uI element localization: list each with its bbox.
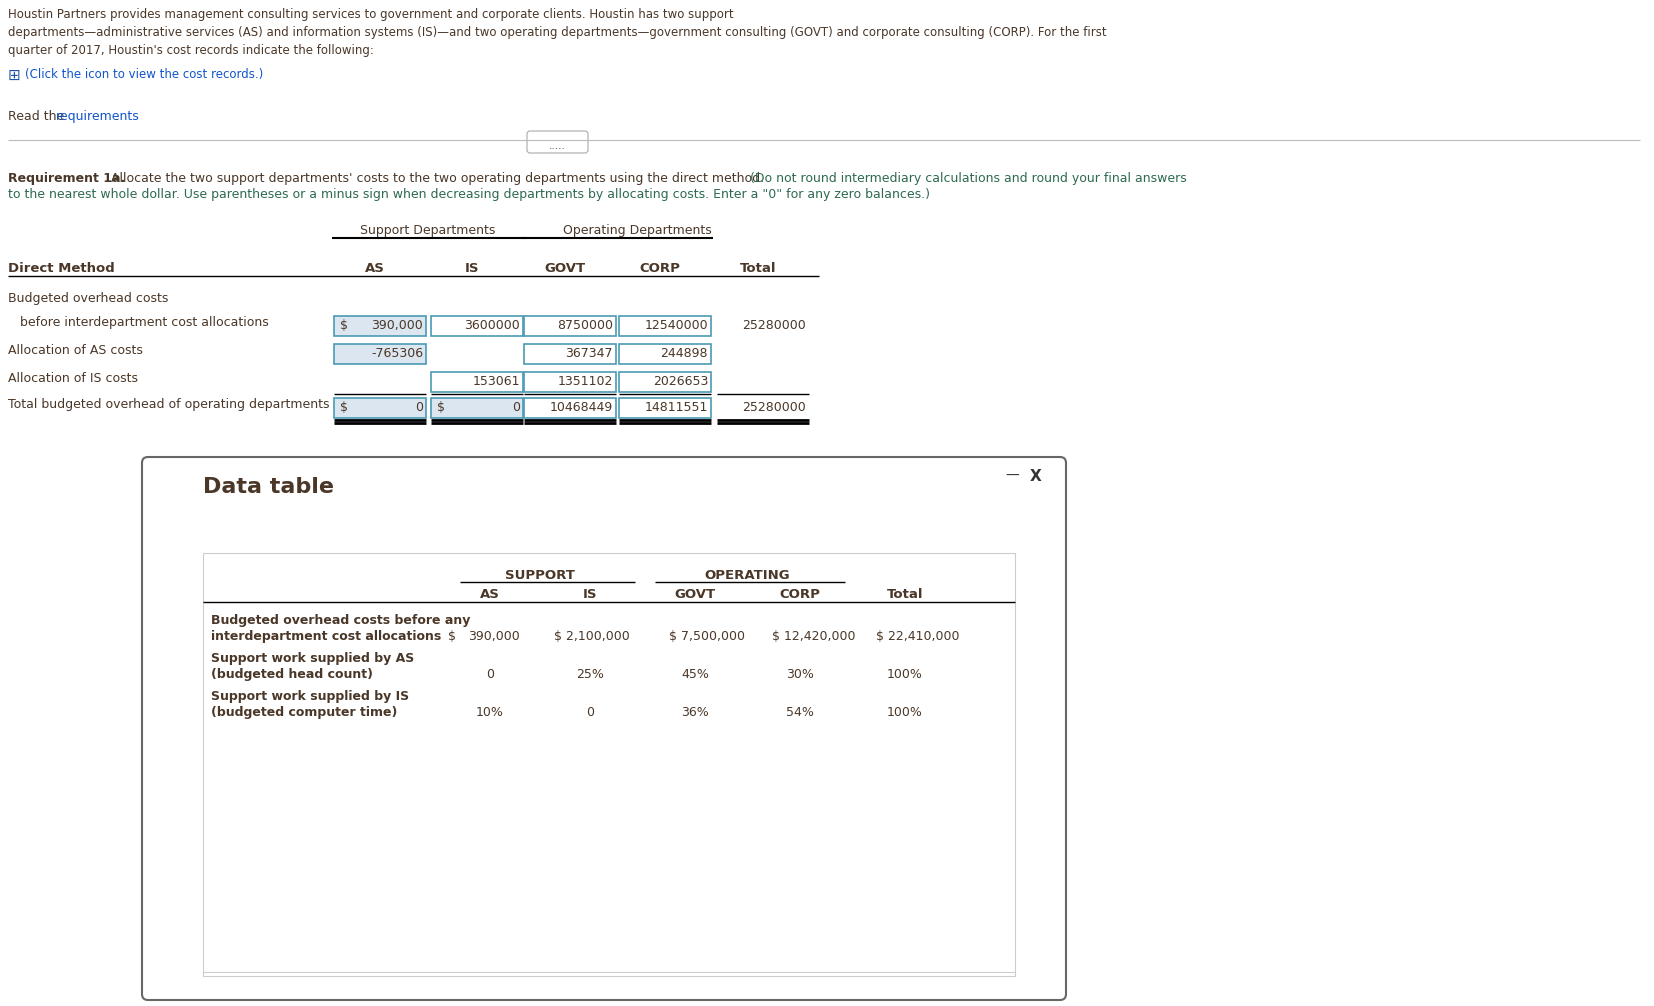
Text: —: —	[1006, 469, 1019, 483]
Text: 0: 0	[586, 706, 594, 719]
Text: Read the: Read the	[8, 110, 68, 123]
Text: 12540000: 12540000	[645, 319, 708, 332]
Text: Houstin Partners provides management consulting services to government and corpo: Houstin Partners provides management con…	[8, 8, 734, 21]
Text: 8750000: 8750000	[557, 319, 614, 332]
Text: $: $	[341, 401, 347, 414]
Text: X: X	[1030, 469, 1042, 484]
Bar	[203, 553, 1016, 976]
Text: quarter of 2017, Houstin's cost records indicate the following:: quarter of 2017, Houstin's cost records …	[8, 44, 374, 57]
Text: $: $	[437, 401, 445, 414]
Text: 36%: 36%	[681, 706, 710, 719]
Text: Operating Departments: Operating Departments	[562, 224, 711, 237]
Text: Support Departments: Support Departments	[361, 224, 496, 237]
Text: AS: AS	[480, 588, 500, 601]
Text: Allocation of AS costs: Allocation of AS costs	[8, 344, 142, 357]
Text: 100%: 100%	[887, 668, 923, 681]
Text: SUPPORT: SUPPORT	[504, 569, 576, 582]
Bar	[619, 316, 711, 336]
Text: $ 2,100,000: $ 2,100,000	[554, 630, 630, 643]
Text: Allocation of IS costs: Allocation of IS costs	[8, 372, 137, 385]
Text: 0: 0	[513, 401, 519, 414]
Text: Data table: Data table	[203, 477, 334, 497]
Text: IS: IS	[582, 588, 597, 601]
Bar	[524, 398, 615, 418]
Text: -765306: -765306	[370, 347, 423, 360]
Text: (budgeted computer time): (budgeted computer time)	[212, 706, 397, 719]
Text: $ 7,500,000: $ 7,500,000	[668, 630, 744, 643]
Text: 3600000: 3600000	[465, 319, 519, 332]
Text: GOVT: GOVT	[675, 588, 716, 601]
Text: Support work supplied by AS: Support work supplied by AS	[212, 652, 414, 665]
Bar	[334, 398, 427, 418]
Text: .....: .....	[549, 141, 566, 151]
Text: requirements: requirements	[56, 110, 139, 123]
Text: AS: AS	[366, 262, 385, 275]
Text: $: $	[341, 319, 347, 332]
Text: $ 22,410,000: $ 22,410,000	[877, 630, 959, 643]
Text: 10%: 10%	[476, 706, 504, 719]
Text: Allocate the two support departments' costs to the two operating departments usi: Allocate the two support departments' co…	[108, 172, 767, 185]
Bar	[619, 398, 711, 418]
Text: IS: IS	[465, 262, 480, 275]
Text: 45%: 45%	[681, 668, 710, 681]
Text: departments—administrative services (AS) and information systems (IS)—and two op: departments—administrative services (AS)…	[8, 26, 1107, 39]
Text: 25280000: 25280000	[743, 401, 805, 414]
Text: CORP: CORP	[779, 588, 820, 601]
Text: 2026653: 2026653	[653, 375, 708, 388]
Text: .: .	[116, 110, 119, 123]
Text: Support work supplied by IS: Support work supplied by IS	[212, 690, 409, 703]
Text: OPERATING: OPERATING	[705, 569, 791, 582]
Text: Total: Total	[887, 588, 923, 601]
Bar	[334, 344, 427, 364]
Text: 153061: 153061	[473, 375, 519, 388]
Text: interdepartment cost allocations: interdepartment cost allocations	[212, 630, 442, 643]
Bar	[432, 398, 523, 418]
Text: before interdepartment cost allocations: before interdepartment cost allocations	[8, 316, 268, 329]
Text: (budgeted head count): (budgeted head count)	[212, 668, 374, 681]
Text: (Do not round intermediary calculations and round your final answers: (Do not round intermediary calculations …	[749, 172, 1188, 185]
Text: 367347: 367347	[566, 347, 614, 360]
Text: 1351102: 1351102	[557, 375, 614, 388]
Bar	[432, 316, 523, 336]
Text: 30%: 30%	[786, 668, 814, 681]
Text: 100%: 100%	[887, 706, 923, 719]
Bar	[524, 372, 615, 392]
Text: Total budgeted overhead of operating departments: Total budgeted overhead of operating dep…	[8, 398, 329, 411]
Text: Budgeted overhead costs: Budgeted overhead costs	[8, 292, 169, 305]
Text: 390,000: 390,000	[370, 319, 423, 332]
Text: Budgeted overhead costs before any: Budgeted overhead costs before any	[212, 614, 470, 627]
Text: to the nearest whole dollar. Use parentheses or a minus sign when decreasing dep: to the nearest whole dollar. Use parenth…	[8, 188, 930, 201]
FancyBboxPatch shape	[142, 457, 1065, 1000]
Text: 10468449: 10468449	[549, 401, 614, 414]
Text: 14811551: 14811551	[645, 401, 708, 414]
Bar	[619, 372, 711, 392]
Text: Total: Total	[739, 262, 776, 275]
Text: 0: 0	[486, 668, 495, 681]
Text: CORP: CORP	[640, 262, 680, 275]
Text: Direct Method: Direct Method	[8, 262, 114, 275]
Text: 25%: 25%	[576, 668, 604, 681]
Text: 54%: 54%	[786, 706, 814, 719]
Bar	[524, 344, 615, 364]
Text: $: $	[448, 630, 457, 643]
Text: GOVT: GOVT	[544, 262, 586, 275]
Text: 390,000: 390,000	[468, 630, 519, 643]
Text: $ 12,420,000: $ 12,420,000	[771, 630, 855, 643]
Bar	[524, 316, 615, 336]
Text: (Click the icon to view the cost records.): (Click the icon to view the cost records…	[25, 68, 263, 81]
Text: 0: 0	[415, 401, 423, 414]
Text: Requirement 1a.: Requirement 1a.	[8, 172, 126, 185]
Text: ⊞: ⊞	[8, 68, 22, 83]
Bar	[619, 344, 711, 364]
Text: 244898: 244898	[660, 347, 708, 360]
Bar	[334, 316, 427, 336]
Bar	[432, 372, 523, 392]
Text: 25280000: 25280000	[743, 319, 805, 332]
FancyBboxPatch shape	[528, 131, 589, 153]
